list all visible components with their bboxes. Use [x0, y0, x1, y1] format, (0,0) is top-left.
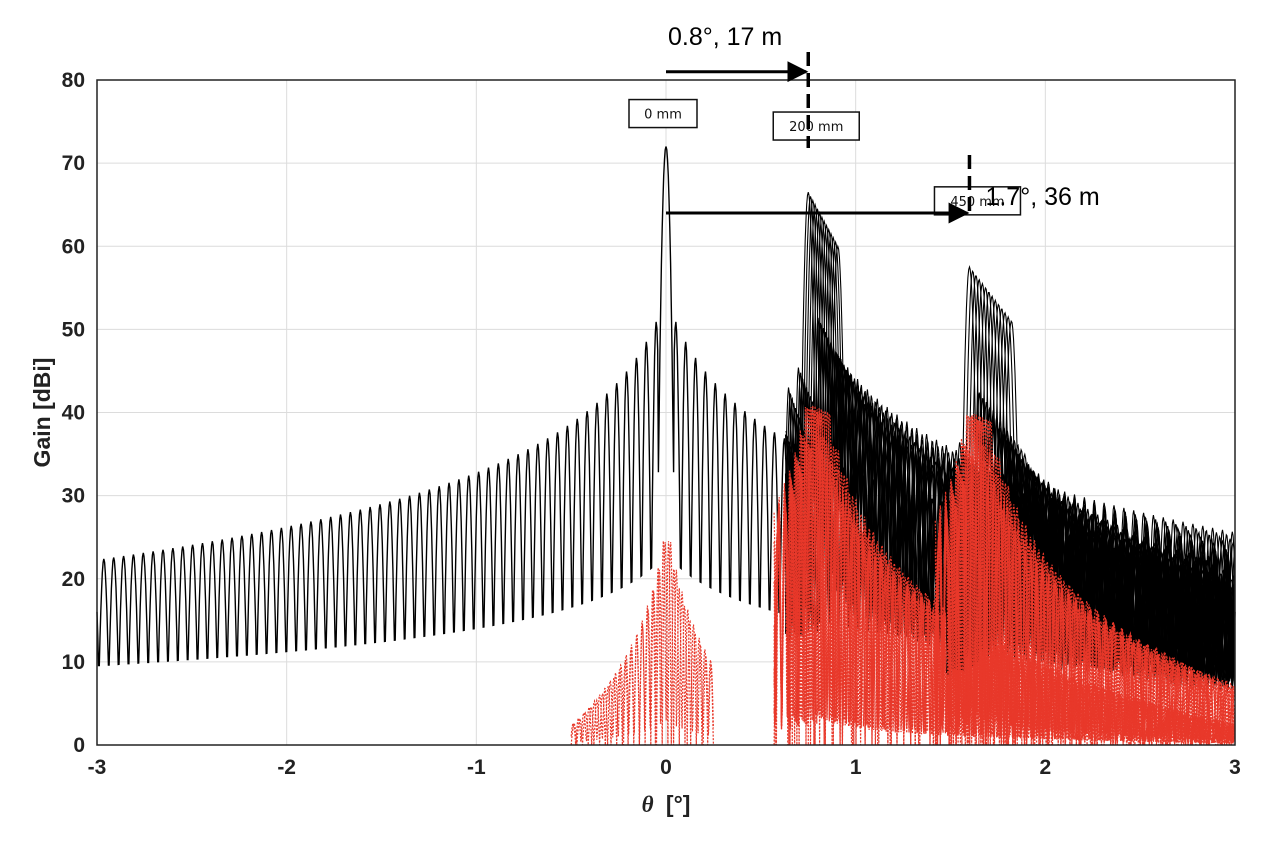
x-tick-label: -2	[277, 756, 296, 779]
crosspol-trace	[773, 405, 1236, 746]
beam-label-box: 450 mm	[933, 186, 1022, 216]
shift-annotation: 1.7°, 36 m	[985, 183, 1099, 211]
y-tick-label: 50	[62, 318, 85, 341]
copol-trace	[946, 303, 1236, 690]
y-axis-label: Gain [dBi]	[29, 358, 55, 468]
shift-annotation: 0.8°, 17 m	[668, 23, 782, 51]
x-tick-label: -1	[467, 756, 486, 779]
x-tick-label: 1	[850, 756, 862, 779]
x-axis-symbol: θ	[642, 792, 654, 817]
crosspol-trace	[773, 412, 1236, 746]
crosspol-trace	[934, 419, 1236, 741]
crosspol-trace	[570, 540, 714, 746]
y-tick-label: 20	[62, 568, 85, 591]
y-tick-label: 30	[62, 485, 85, 508]
beam-label: 0 mm	[644, 108, 682, 123]
crosspol-trace	[934, 420, 1236, 746]
beam-label: 200 mm	[789, 120, 843, 135]
pattern-curves	[96, 146, 1236, 746]
beam-label-box: 0 mm	[628, 98, 698, 129]
crosspol-trace	[773, 412, 1236, 746]
annotations: 0 mm 200 mm 450 mm 0.8°, 17 m 1.7°, 36 m	[628, 23, 1100, 224]
y-tick-label: 0	[73, 734, 85, 757]
x-tick-label: 0	[660, 756, 672, 779]
y-tick-label: 80	[62, 69, 85, 92]
plot-frame	[96, 79, 1236, 746]
x-axis-unit: [°]	[666, 791, 691, 817]
x-axis-label: θ [°]	[642, 791, 691, 817]
y-tick-label: 70	[62, 152, 85, 175]
y-tick-labels: 0 10 20 30 40 50 60 70 80	[62, 69, 85, 757]
crosspol-trace	[934, 421, 1236, 746]
x-tick-label: 3	[1229, 756, 1241, 779]
x-tick-labels: -3 -2 -1 0 1 2 3	[88, 756, 1241, 779]
y-tick-label: 40	[62, 402, 85, 425]
x-tick-label: 2	[1039, 756, 1051, 779]
y-tick-label: 10	[62, 651, 85, 674]
crosspol-trace	[934, 413, 1236, 740]
y-tick-label: 60	[62, 235, 85, 258]
crosspol-trace	[570, 542, 714, 746]
x-tick-label: -3	[88, 756, 107, 779]
beam-label-box: 200 mm	[772, 111, 860, 141]
